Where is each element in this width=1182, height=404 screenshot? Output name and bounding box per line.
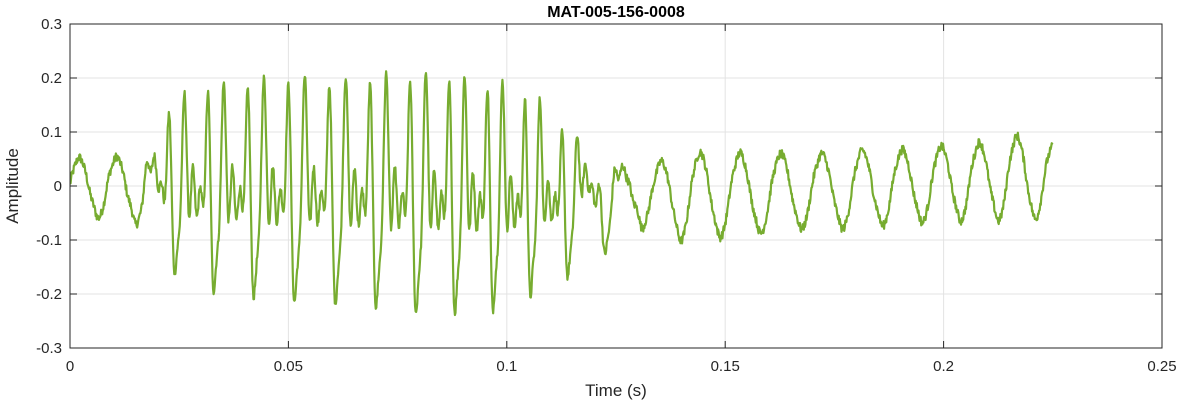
x-tick-label: 0.25 <box>1147 358 1176 375</box>
y-tick-label: -0.1 <box>36 232 62 249</box>
x-tick-label: 0.2 <box>933 358 954 375</box>
x-axis-label: Time (s) <box>585 381 647 400</box>
y-axis-label: Amplitude <box>3 148 22 224</box>
chart-title: MAT-005-156-0008 <box>547 4 685 21</box>
x-tick-labels: 0 0.05 0.1 0.15 0.2 0.25 <box>66 358 1177 375</box>
y-tick-labels: -0.3 -0.2 -0.1 0 0.1 0.2 0.3 <box>36 16 62 357</box>
x-tick-label: 0.1 <box>496 358 517 375</box>
x-tick-label: 0.05 <box>274 358 303 375</box>
x-tick-label: 0.15 <box>711 358 740 375</box>
y-tick-label: 0.3 <box>41 16 62 33</box>
y-tick-label: -0.2 <box>36 286 62 303</box>
y-tick-label: 0.1 <box>41 124 62 141</box>
x-tick-label: 0 <box>66 358 74 375</box>
y-tick-label: 0.2 <box>41 70 62 87</box>
waveform-series-line <box>69 70 1054 317</box>
y-tick-label: 0 <box>54 178 62 195</box>
plot-frame <box>69 23 1163 349</box>
y-tick-label: -0.3 <box>36 340 62 357</box>
data-layer <box>69 70 1054 317</box>
